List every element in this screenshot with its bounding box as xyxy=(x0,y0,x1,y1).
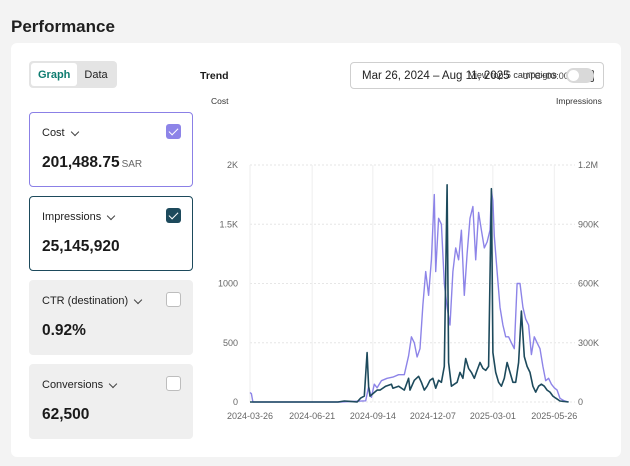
y-right-tick-label: 0 xyxy=(578,397,583,407)
tab-data[interactable]: Data xyxy=(84,68,108,81)
x-tick-label: 2024-09-14 xyxy=(350,411,396,421)
metric-card-conversions[interactable]: Conversions 62,500 xyxy=(29,364,193,439)
series-line-impressions xyxy=(250,184,569,403)
conversions-checkbox[interactable] xyxy=(166,376,181,391)
impressions-checkbox[interactable] xyxy=(166,208,181,223)
chevron-down-icon[interactable] xyxy=(108,379,118,388)
metric-card-cost[interactable]: Cost 201,488.75 SAR xyxy=(29,112,193,187)
left-axis-title: Cost xyxy=(211,96,229,106)
chevron-down-icon[interactable] xyxy=(107,211,116,220)
metric-value-cost: 201,488.75 xyxy=(42,154,120,171)
chevron-down-icon[interactable] xyxy=(133,295,143,304)
date-range-label: Mar 26, 2024 – Aug 11, 2025 xyxy=(362,69,510,82)
metric-value-ctr: 0.92% xyxy=(42,322,86,339)
top-campaigns-label: View top 5 campaigns xyxy=(469,70,557,80)
y-right-tick-label: 300K xyxy=(578,338,599,348)
y-left-tick-label: 1000 xyxy=(218,279,238,289)
date-range-picker[interactable]: Mar 26, 2024 – Aug 11, 2025 UTC+03:00 xyxy=(350,62,604,89)
metric-value-impressions: 25,145,920 xyxy=(42,238,120,255)
metric-label-conversions: Conversions xyxy=(42,379,104,391)
view-toggle: Graph Data xyxy=(29,61,117,88)
metric-label-cost: Cost xyxy=(42,127,65,139)
x-tick-label: 2024-03-26 xyxy=(227,411,273,421)
y-left-tick-label: 500 xyxy=(223,338,238,348)
top-campaigns-toggle[interactable] xyxy=(566,68,594,83)
timezone-label: UTC+03:00 xyxy=(522,70,569,81)
y-left-tick-label: 1.5K xyxy=(219,219,238,229)
y-left-tick-label: 0 xyxy=(233,397,238,407)
right-axis-title: Impressions xyxy=(556,96,602,106)
chevron-down-icon[interactable] xyxy=(70,127,79,136)
cost-checkbox[interactable] xyxy=(166,124,181,139)
trend-chart[interactable]: 0 0 500 300K 1000 600K 1.5K 900K 2K 1.2M 2024-03-2… xyxy=(195,108,615,430)
metric-value-conversions: 62,500 xyxy=(42,406,90,423)
y-left-tick-label: 2K xyxy=(227,160,238,170)
ctr-checkbox[interactable] xyxy=(166,292,181,307)
y-right-tick-label: 900K xyxy=(578,219,599,229)
y-right-tick-label: 1.2M xyxy=(578,160,598,170)
x-tick-label: 2024-12-07 xyxy=(410,411,456,421)
trend-title: Trend xyxy=(200,70,229,82)
metric-label-impressions: Impressions xyxy=(42,211,102,223)
x-tick-label: 2025-03-01 xyxy=(470,411,516,421)
series-line-cost xyxy=(249,190,569,403)
metric-unit-cost: SAR xyxy=(121,159,143,170)
performance-panel: Graph Data Mar 26, 2024 – Aug 11, 2025 U… xyxy=(11,43,621,457)
x-tick-label: 2024-06-21 xyxy=(289,411,335,421)
page-title: Performance xyxy=(11,17,115,36)
x-tick-label: 2025-05-26 xyxy=(531,411,577,421)
metric-card-impressions[interactable]: Impressions 25,145,920 xyxy=(29,196,193,271)
metric-card-ctr[interactable]: CTR (destination) 0.92% xyxy=(29,280,193,355)
y-right-tick-label: 600K xyxy=(578,279,599,289)
tab-graph[interactable]: Graph xyxy=(31,63,78,86)
metric-label-ctr: CTR (destination) xyxy=(42,295,129,307)
